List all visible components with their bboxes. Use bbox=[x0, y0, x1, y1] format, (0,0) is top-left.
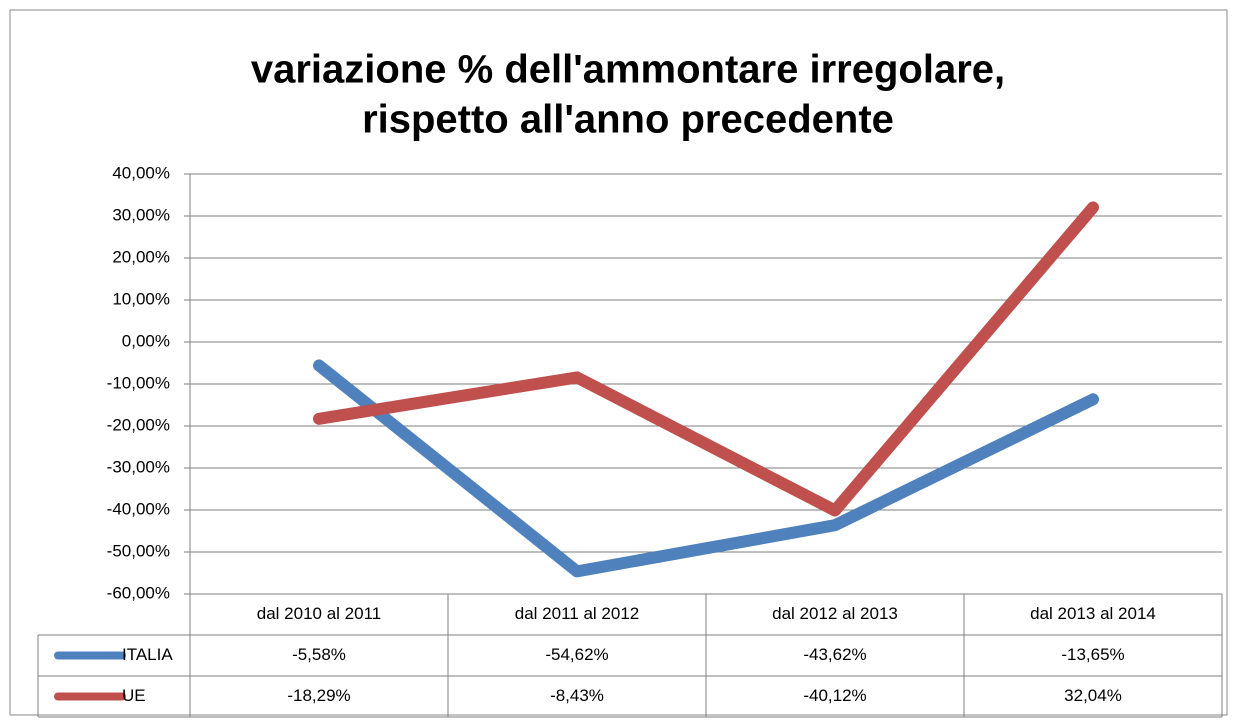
y-tick-label: 30,00% bbox=[112, 205, 170, 224]
y-tick-label: 10,00% bbox=[112, 289, 170, 308]
chart-title: rispetto all'anno precedente bbox=[362, 98, 894, 142]
series-line bbox=[313, 201, 1099, 517]
chart-border bbox=[9, 9, 1228, 716]
y-tick-label: -40,00% bbox=[107, 499, 170, 518]
table-value: -8,43% bbox=[550, 686, 604, 705]
category-label: dal 2012 al 2013 bbox=[772, 604, 898, 623]
category-label: dal 2013 al 2014 bbox=[1030, 604, 1156, 623]
y-tick-label: 20,00% bbox=[112, 247, 170, 266]
category-label: dal 2010 al 2011 bbox=[257, 604, 381, 623]
table-value: -54,62% bbox=[545, 645, 608, 664]
y-tick-label: -30,00% bbox=[107, 457, 170, 476]
category-label: dal 2011 al 2012 bbox=[515, 604, 639, 623]
table-value: -18,29% bbox=[287, 686, 350, 705]
y-tick-label: -60,00% bbox=[107, 583, 170, 602]
series-line bbox=[313, 359, 1099, 578]
table-value: -5,58% bbox=[292, 645, 346, 664]
table-value: -13,65% bbox=[1061, 645, 1124, 664]
y-tick-label: 0,00% bbox=[122, 331, 170, 350]
y-tick-label: -50,00% bbox=[107, 541, 170, 560]
y-tick-label: -20,00% bbox=[107, 415, 170, 434]
chart-title: variazione % dell'ammontare irregolare, bbox=[251, 48, 1005, 92]
y-tick-label: 40,00% bbox=[112, 163, 170, 182]
table-value: -43,62% bbox=[803, 645, 866, 664]
legend-label: ITALIA bbox=[122, 645, 173, 664]
y-tick-label: -10,00% bbox=[107, 373, 170, 392]
table-value: -40,12% bbox=[803, 686, 866, 705]
legend-label: UE bbox=[122, 686, 146, 705]
table-value: 32,04% bbox=[1064, 686, 1122, 705]
